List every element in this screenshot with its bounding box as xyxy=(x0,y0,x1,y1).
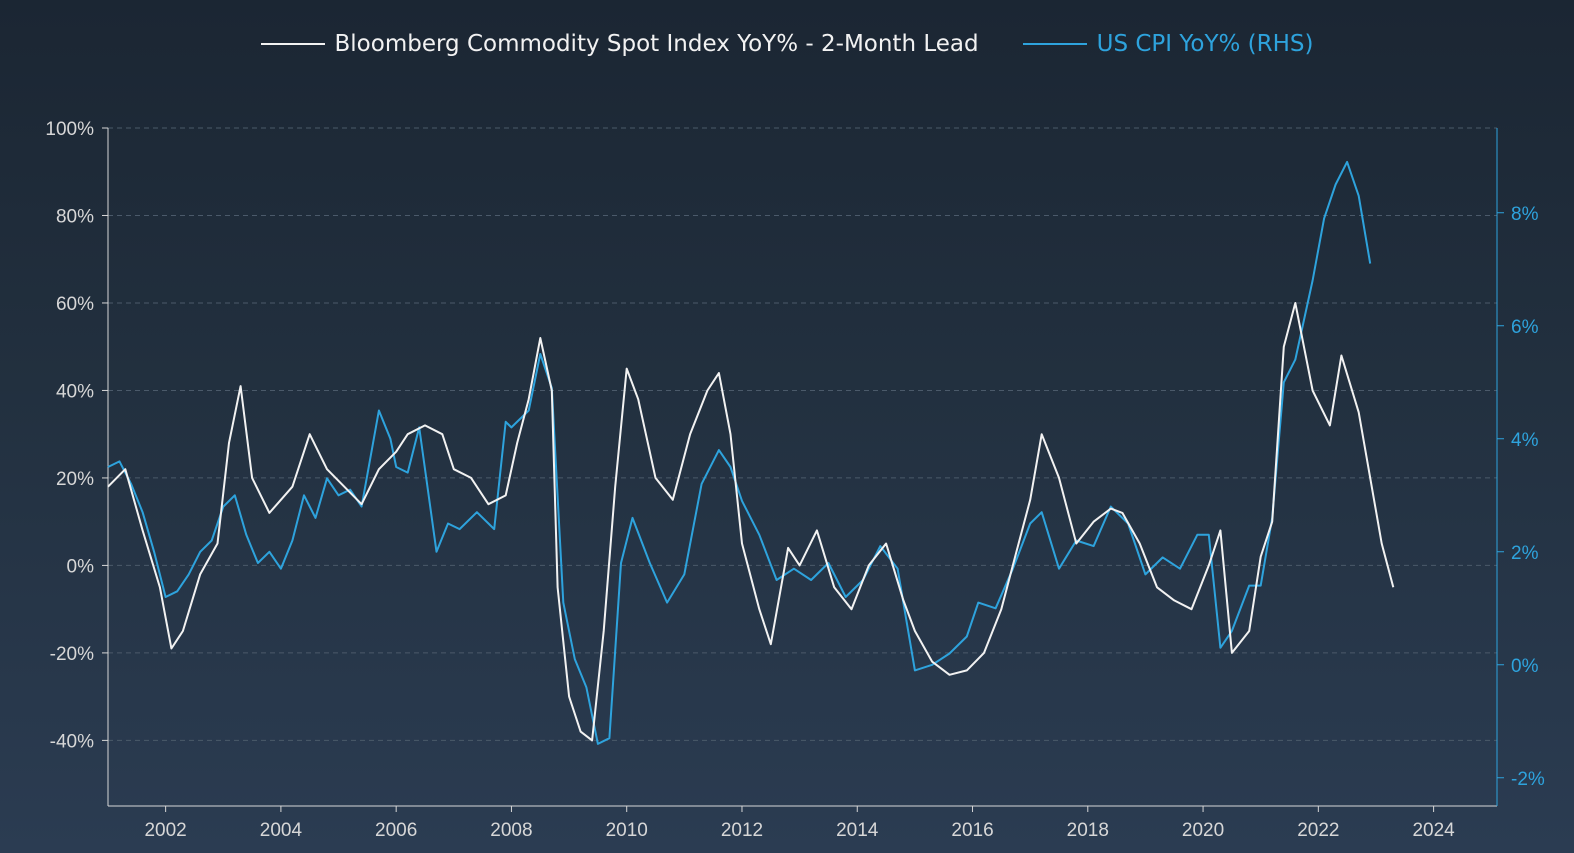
x-tick-label: 2020 xyxy=(1182,820,1224,841)
x-tick-label: 2024 xyxy=(1412,820,1455,841)
axes xyxy=(102,127,1504,812)
x-tick-label: 2006 xyxy=(375,820,417,841)
legend-label-commodity: Bloomberg Commodity Spot Index YoY% - 2-… xyxy=(334,31,979,57)
series-lines xyxy=(107,160,1395,745)
y-left-tick-label: 40% xyxy=(56,381,94,402)
y-left-tick-label: 100% xyxy=(45,119,94,140)
y-right-tick-label: 0% xyxy=(1511,656,1539,677)
x-tick-label: 2022 xyxy=(1297,820,1339,841)
y-right-tick-label: 8% xyxy=(1511,204,1539,225)
y-left-tick-label: 60% xyxy=(56,294,94,315)
legend-label-cpi: US CPI YoY% (RHS) xyxy=(1096,31,1314,57)
series-line-cpi xyxy=(107,160,1372,745)
y-left-tick-label: -40% xyxy=(50,731,94,752)
x-tick-label: 2002 xyxy=(144,820,186,841)
y-left-tick-label: 0% xyxy=(67,556,95,577)
y-right-tick-label: 4% xyxy=(1511,430,1539,451)
tick-labels: 100% 80% 60% 40% 20% 0% -20% -40% 8% 6% 4% 2% 0% -2% 2… xyxy=(45,119,1545,841)
x-tick-label: 2014 xyxy=(836,820,879,841)
legend-item-commodity: Bloomberg Commodity Spot Index YoY% - 2-… xyxy=(260,31,979,57)
y-left-tick-label: 80% xyxy=(56,206,94,227)
y-right-tick-label: 2% xyxy=(1511,543,1539,564)
series-line-commodity xyxy=(107,302,1395,742)
legend-swatch-commodity xyxy=(260,43,325,45)
y-right-tick-label: -2% xyxy=(1511,769,1545,790)
y-left-tick-label: -20% xyxy=(50,644,94,665)
legend-swatch-cpi xyxy=(1022,43,1087,45)
x-tick-label: 2004 xyxy=(260,820,303,841)
legend-item-cpi: US CPI YoY% (RHS) xyxy=(1022,31,1314,57)
x-tick-label: 2012 xyxy=(721,820,763,841)
grid-lines xyxy=(108,127,1497,741)
y-left-tick-label: 20% xyxy=(56,469,94,490)
y-right-tick-label: 6% xyxy=(1511,317,1539,338)
chart-legend: Bloomberg Commodity Spot Index YoY% - 2-… xyxy=(0,26,1574,62)
x-tick-label: 2018 xyxy=(1067,820,1109,841)
x-tick-label: 2008 xyxy=(490,820,532,841)
x-tick-label: 2010 xyxy=(606,820,648,841)
x-tick-label: 2016 xyxy=(951,820,993,841)
